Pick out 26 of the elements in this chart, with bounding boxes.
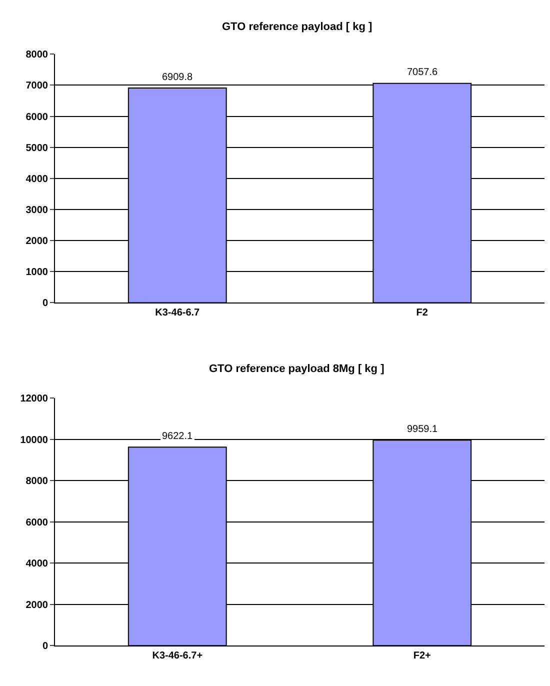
data-label: 9959.1 <box>407 424 438 435</box>
chart-title: GTO reference payload [ kg ] <box>222 21 373 33</box>
y-tick-label: 1000 <box>26 267 48 278</box>
y-tick-label: 2000 <box>26 600 48 611</box>
x-tick-label: F2 <box>416 308 428 319</box>
y-tick-label: 6000 <box>26 517 48 528</box>
x-tick-label: K3-46-6.7 <box>155 308 200 319</box>
y-tick-label: 0 <box>42 298 48 310</box>
y-tick-label: 7000 <box>26 80 48 92</box>
x-tick-label: F2+ <box>413 650 432 662</box>
y-tick-label: 8000 <box>26 476 48 488</box>
y-tick-label: 0 <box>42 641 48 652</box>
y-tick-label: 2000 <box>26 236 48 248</box>
data-label: 9622.1 <box>162 431 194 442</box>
data-label: 6909.8 <box>162 72 194 83</box>
y-tick-label: 10000 <box>20 434 48 446</box>
chart-title: GTO reference payload 8Mg [ kg ] <box>209 363 385 375</box>
data-label: 7057.6 <box>407 67 438 78</box>
y-tick-label: 3000 <box>26 204 48 216</box>
y-tick-label: 4000 <box>26 558 48 570</box>
y-tick-label: 5000 <box>26 142 48 154</box>
x-tick-label: K3-46-6.7+ <box>152 650 203 662</box>
y-tick-label: 4000 <box>26 174 48 185</box>
y-tick-label: 8000 <box>26 50 48 61</box>
y-tick-label: 6000 <box>26 112 48 123</box>
y-tick-label: 12000 <box>20 394 48 405</box>
